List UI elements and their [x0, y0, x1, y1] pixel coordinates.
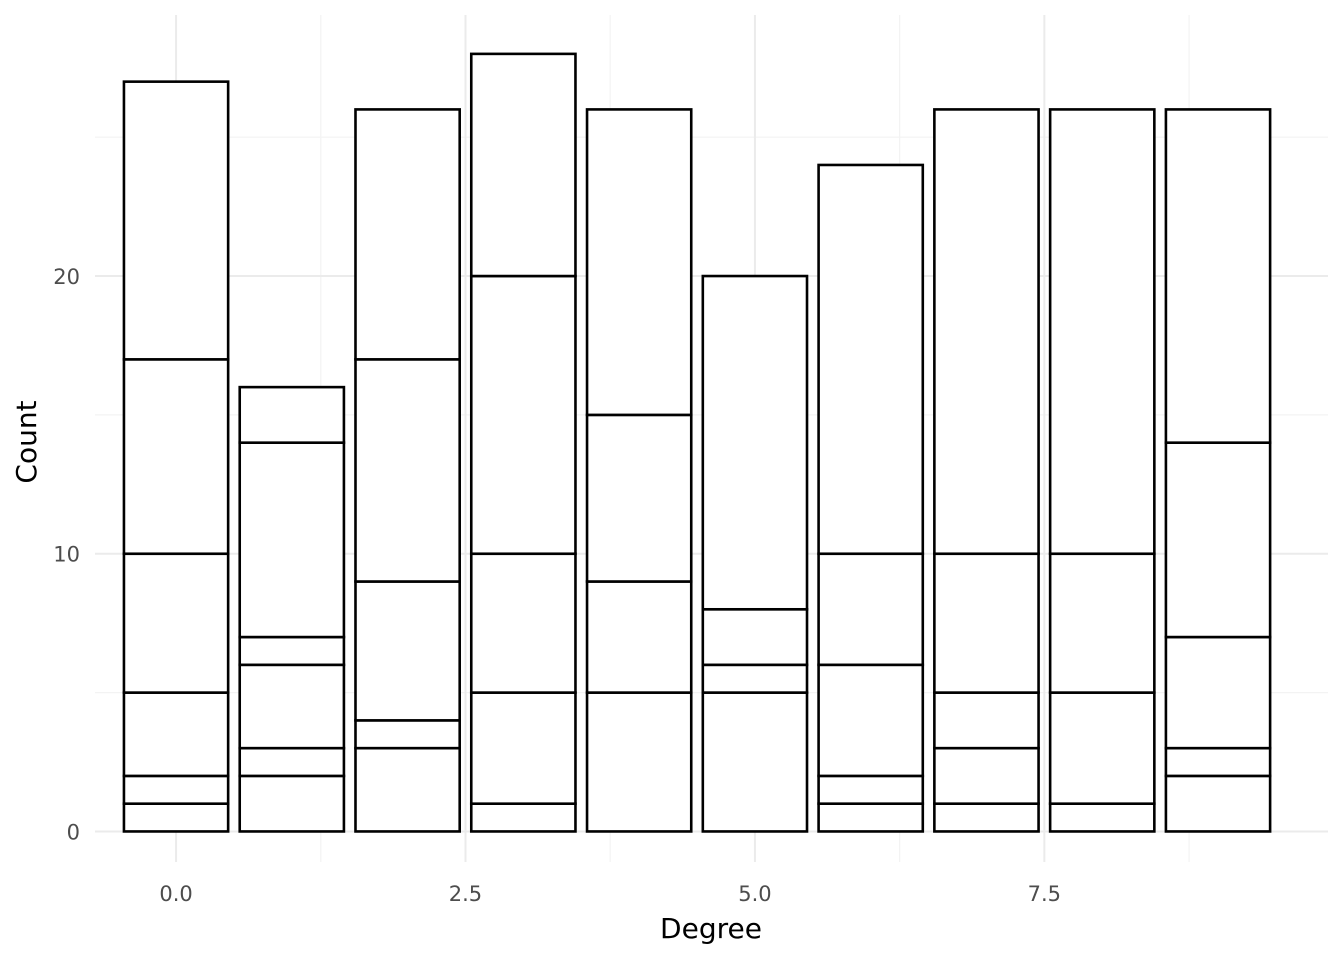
bar-segment — [469, 52, 577, 278]
bar-segment — [933, 552, 1040, 694]
bar-stack — [122, 80, 230, 833]
bar-segment — [469, 802, 577, 833]
bar-segment — [354, 719, 461, 750]
bar-stack — [933, 108, 1040, 833]
bar-segment — [817, 802, 925, 833]
y-axis-ticks: 0 10 20 — [53, 265, 80, 844]
x-tick-label: 0.0 — [159, 882, 192, 906]
bar-segment — [585, 580, 693, 694]
bar-segment — [122, 80, 230, 361]
bar-segment — [701, 607, 809, 667]
bar-segment — [122, 774, 230, 805]
bar-segment — [701, 663, 809, 694]
bars — [122, 52, 1272, 833]
bar-segment — [585, 413, 693, 583]
bar-stack — [238, 385, 346, 833]
bar-segment — [1048, 802, 1156, 833]
bar-segment — [238, 635, 346, 667]
bar-segment — [122, 802, 230, 833]
bar-segment — [1164, 774, 1272, 833]
bar-segment — [817, 663, 925, 778]
bar-stack — [701, 274, 809, 833]
bar-segment — [933, 746, 1040, 805]
x-tick-label: 5.0 — [738, 882, 771, 906]
bar-segment — [238, 663, 346, 750]
bar-stack — [1048, 108, 1156, 833]
x-tick-label: 2.5 — [449, 882, 482, 906]
bar-stack — [1164, 108, 1272, 833]
bar-segment — [933, 802, 1040, 833]
bar-segment — [1164, 108, 1272, 444]
bar-stack — [585, 108, 693, 833]
bar-segment — [122, 358, 230, 556]
bar-segment — [933, 691, 1040, 750]
bar-segment — [354, 580, 461, 722]
x-tick-label: 7.5 — [1028, 882, 1061, 906]
bar-stack — [469, 52, 577, 833]
bar-segment — [238, 385, 346, 444]
bar-stack — [354, 108, 461, 833]
bar-segment — [469, 274, 577, 556]
bar-segment — [1164, 746, 1272, 778]
bar-segment — [1048, 691, 1156, 805]
bar-segment — [469, 691, 577, 805]
bar-segment — [701, 691, 809, 833]
x-axis-ticks: 0.0 2.5 5.0 7.5 — [159, 882, 1061, 906]
x-axis-title: Degree — [660, 912, 762, 945]
bar-segment — [354, 746, 461, 833]
bar-segment — [1164, 635, 1272, 750]
bar-segment — [122, 552, 230, 694]
bar-segment — [469, 552, 577, 694]
y-tick-label: 20 — [53, 265, 80, 289]
bar-stack — [817, 163, 925, 833]
y-tick-label: 0 — [67, 820, 80, 844]
bar-segment — [817, 774, 925, 805]
bar-segment — [1048, 552, 1156, 694]
y-tick-label: 10 — [53, 543, 80, 567]
bar-segment — [817, 163, 925, 556]
bar-segment — [238, 774, 346, 833]
bar-segment — [585, 108, 693, 417]
bar-segment — [585, 691, 693, 833]
bar-segment — [701, 274, 809, 611]
bar-segment — [1048, 108, 1156, 556]
bar-segment — [933, 108, 1040, 556]
bar-segment — [354, 108, 461, 361]
bar-segment — [1164, 441, 1272, 639]
bar-segment — [817, 552, 925, 667]
bar-segment — [354, 358, 461, 583]
bar-segment — [238, 441, 346, 639]
bar-segment — [122, 691, 230, 778]
bar-segment — [238, 746, 346, 778]
y-axis-title: Count — [10, 400, 43, 483]
